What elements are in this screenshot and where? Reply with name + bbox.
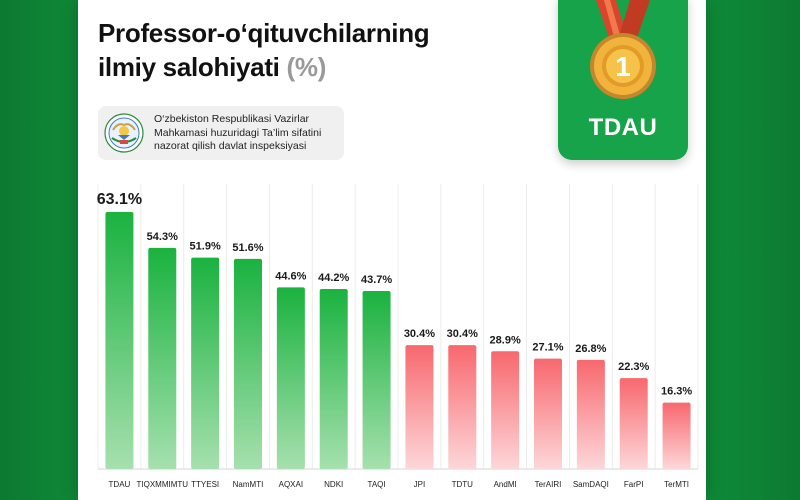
category-label-aqxai: AQXAI — [279, 480, 303, 489]
category-label-jpi: JPI — [414, 480, 426, 489]
bar-samdaqi — [576, 359, 605, 469]
medal-rank: 1 — [615, 51, 631, 82]
category-label-andmi: AndMI — [494, 480, 517, 489]
chart-title: Professor-o‘qituvchilarning ilmiy salohi… — [98, 16, 430, 84]
bar-tdau — [105, 212, 134, 469]
title-line-1: Professor-o‘qituvchilarning — [98, 18, 430, 48]
inspection-name: O‘zbekiston Respublikasi Vazirlar Mahkam… — [154, 113, 322, 152]
bar-chart-svg: 63.1% 54.3% 51.9% 51.6% 44.6% 44.2% 43.7% 30.4%… — [97, 184, 699, 489]
state-emblem-icon — [104, 113, 144, 153]
value-label-farpi: 22.3% — [618, 361, 649, 373]
bar-terairi — [534, 358, 562, 469]
value-label-tdtu: 30.4% — [447, 328, 478, 340]
grid-lines — [97, 184, 699, 470]
category-label-farpi: FarPI — [624, 480, 644, 489]
value-label-termti: 16.3% — [661, 386, 692, 398]
category-label-tiqxmmimtu: TIQXMMIMTU — [137, 480, 189, 489]
category-label-nammti: NamMTI — [233, 480, 264, 489]
bar-tdtu — [448, 345, 477, 469]
category-labels: TDAU TIQXMMIMTU TTYESI NamMTI AQXAI NDKI TAQI J… — [109, 480, 689, 489]
bar-ndki — [319, 288, 348, 469]
category-label-taqi: TAQI — [368, 480, 386, 489]
bar-termti — [662, 402, 691, 469]
bar-taqi — [362, 291, 391, 469]
chart-card: Professor-o‘qituvchilarning ilmiy salohi… — [78, 0, 706, 500]
bar-nammti — [234, 258, 262, 469]
inspection-badge: O‘zbekiston Respublikasi Vazirlar Mahkam… — [98, 106, 344, 160]
value-label-terairi: 27.1% — [532, 342, 563, 354]
bar-chart: 63.1% 54.3% 51.9% 51.6% 44.6% 44.2% 43.7% 30.4%… — [78, 170, 706, 500]
bar-aqxai — [276, 287, 305, 469]
category-label-terairi: TerAIRI — [535, 480, 562, 489]
value-label-taqi: 43.7% — [361, 274, 392, 286]
category-label-tdtu: TDTU — [452, 480, 474, 489]
category-label-termti: TerMTI — [664, 480, 689, 489]
title-unit: (%) — [286, 52, 327, 82]
value-label-ttyesi: 51.9% — [190, 241, 221, 253]
medal-label: TDAU — [588, 114, 658, 141]
value-label-aqxai: 44.6% — [275, 270, 306, 282]
bars — [105, 212, 691, 469]
winner-medal-box: 1 TDAU — [558, 0, 688, 160]
value-labels: 63.1% 54.3% 51.9% 51.6% 44.6% 44.2% 43.7% 30.4%… — [97, 191, 693, 398]
value-label-tdau: 63.1% — [97, 191, 142, 208]
bar-andmi — [491, 351, 520, 469]
category-label-ndki: NDKI — [324, 480, 343, 489]
category-label-samdaqi: SamDAQI — [573, 480, 609, 489]
value-label-tiqxmmimtu: 54.3% — [147, 231, 178, 243]
bar-tiqxmmimtu — [148, 247, 177, 469]
value-label-ndki: 44.2% — [318, 272, 349, 284]
value-label-samdaqi: 26.8% — [575, 343, 606, 355]
value-label-nammti: 51.6% — [232, 242, 263, 254]
category-label-tdau: TDAU — [109, 480, 131, 489]
value-label-jpi: 30.4% — [404, 328, 435, 340]
value-label-andmi: 28.9% — [490, 334, 521, 346]
category-label-ttyesi: TTYESI — [191, 480, 219, 489]
bar-ttyesi — [191, 257, 220, 469]
gold-medal-icon: 1 — [590, 0, 656, 99]
title-line-2: ilmiy salohiyati — [98, 52, 280, 82]
bar-farpi — [619, 378, 648, 469]
bar-jpi — [405, 345, 434, 469]
